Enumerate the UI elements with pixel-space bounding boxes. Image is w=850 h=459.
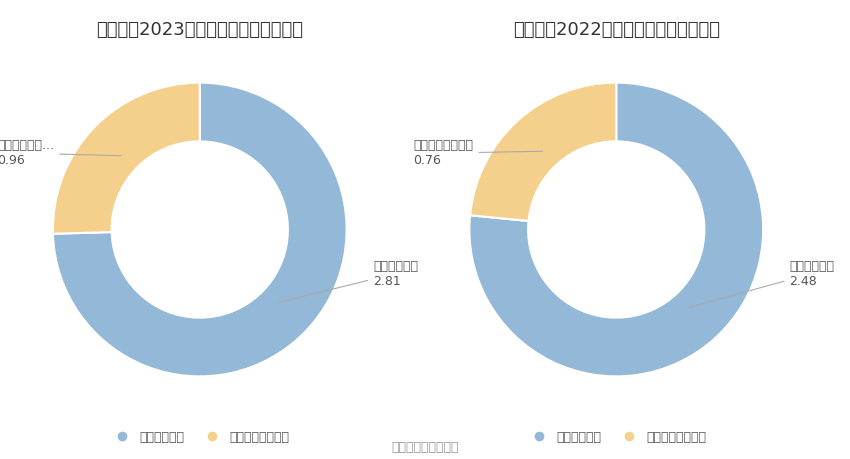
Text: 数据来源：恒生聚源: 数据来源：恒生聚源 bbox=[391, 442, 459, 454]
Wedge shape bbox=[469, 83, 763, 376]
Title: 零点有数2023年营业收入构成（亿元）: 零点有数2023年营业收入构成（亿元） bbox=[96, 21, 303, 39]
Title: 零点有数2022年营业收入构成（亿元）: 零点有数2022年营业收入构成（亿元） bbox=[513, 21, 720, 39]
Text: 决策分析报告
2.81: 决策分析报告 2.81 bbox=[278, 259, 418, 302]
Legend: 决策分析报告, 数据智能应用软件: 决策分析报告, 数据智能应用软件 bbox=[526, 431, 706, 443]
Text: 决策分析报告
2.48: 决策分析报告 2.48 bbox=[690, 259, 835, 307]
Text: 数据智能应用软件
0.76: 数据智能应用软件 0.76 bbox=[414, 139, 542, 167]
Text: 数据智能应用...
0.96: 数据智能应用... 0.96 bbox=[0, 139, 121, 167]
Wedge shape bbox=[470, 83, 616, 221]
Wedge shape bbox=[53, 83, 200, 234]
Legend: 决策分析报告, 数据智能应用软件: 决策分析报告, 数据智能应用软件 bbox=[110, 431, 290, 443]
Wedge shape bbox=[53, 83, 347, 376]
